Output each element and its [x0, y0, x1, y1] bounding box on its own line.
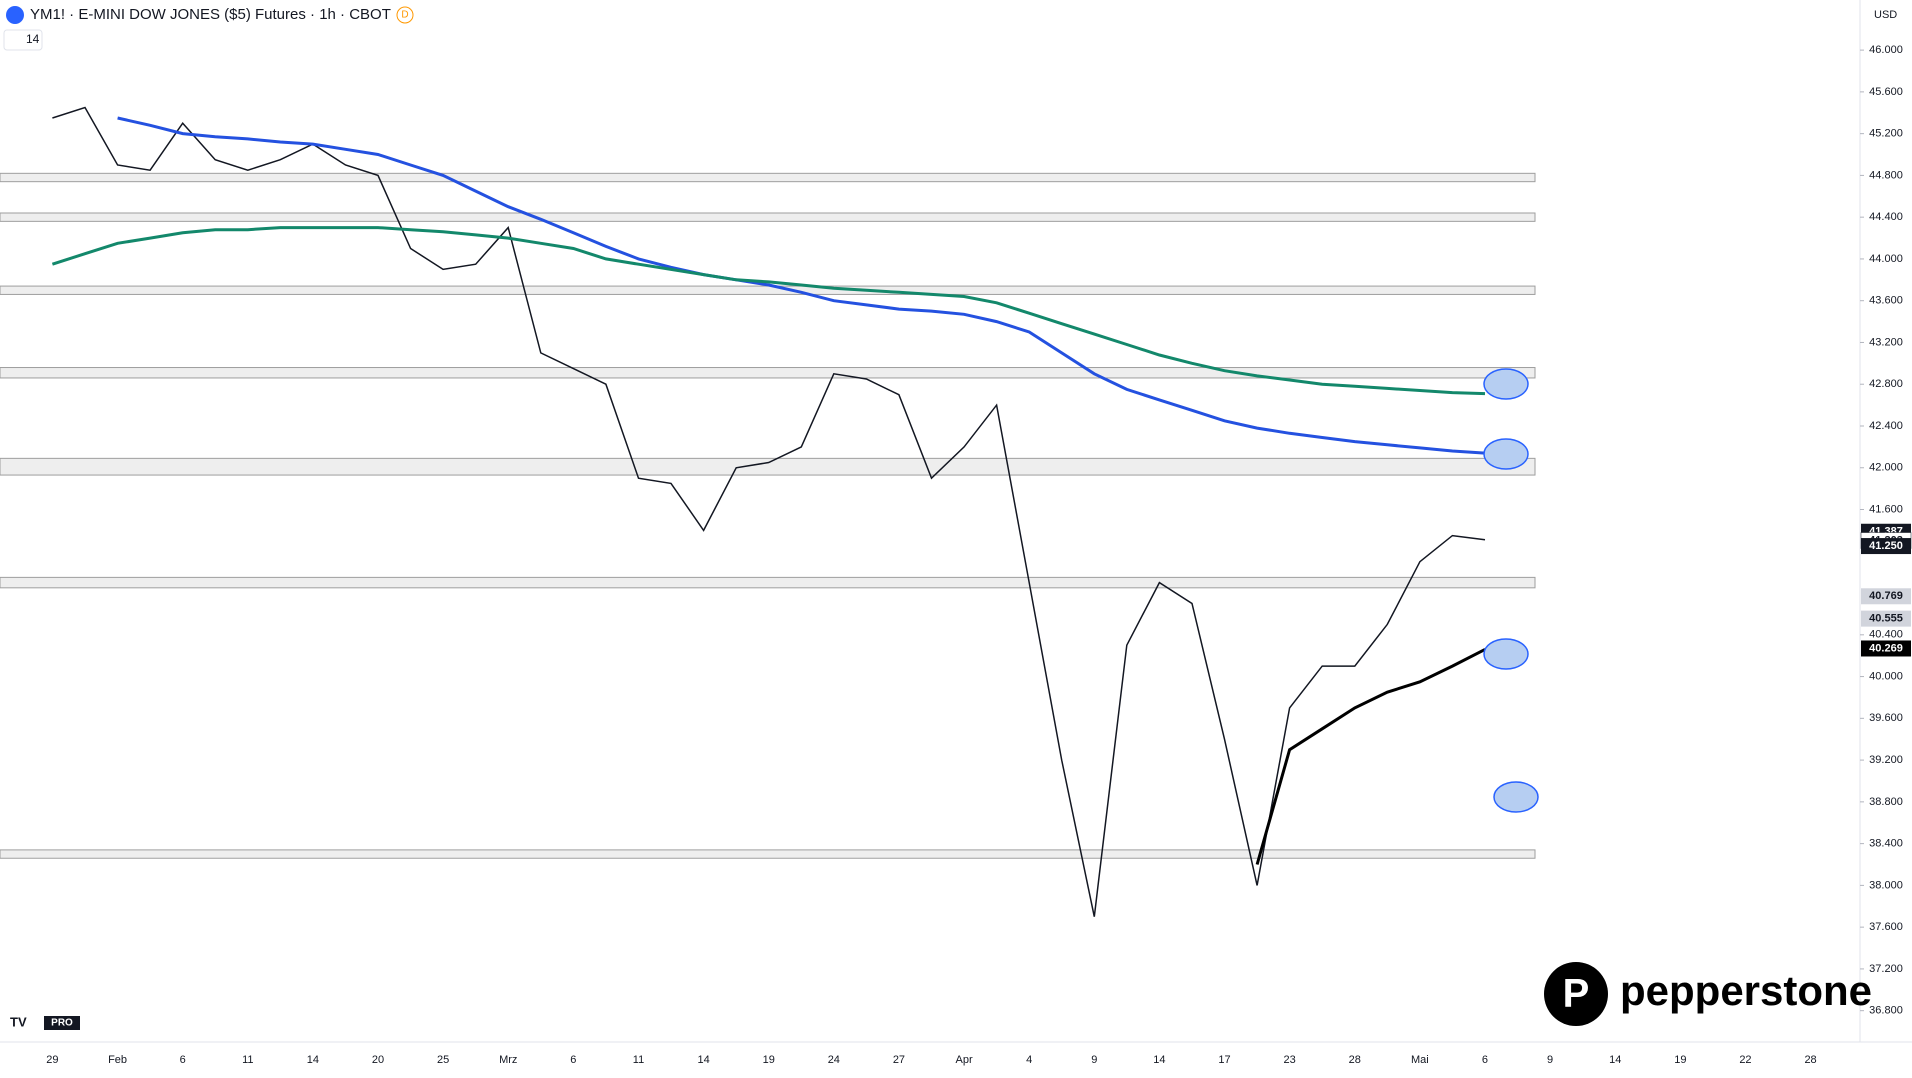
zone [0, 367, 1536, 379]
price-label-box [1861, 640, 1911, 657]
x-tick-label: 17 [1218, 1054, 1230, 1066]
x-tick-label: 6 [570, 1054, 576, 1066]
y-tick-label: 39.200 [1869, 754, 1903, 766]
y-tick-label: 39.600 [1869, 712, 1903, 724]
lines [51, 106, 1486, 917]
y-tick-label: 42.800 [1869, 378, 1903, 390]
annotation-circle [1483, 638, 1529, 670]
tier-box [44, 1016, 80, 1030]
x-tick-label: 9 [1547, 1054, 1553, 1066]
x-tick-label: 14 [1609, 1054, 1621, 1066]
x-tick-label: 14 [307, 1054, 319, 1066]
price-label-box [1861, 588, 1911, 605]
y-tick-label: 45.600 [1869, 86, 1903, 98]
y-tick-label: 42.400 [1869, 420, 1903, 432]
y-tick-label: 43.600 [1869, 295, 1903, 307]
x-tick-label: 19 [1674, 1054, 1686, 1066]
x-tick-label: 6 [180, 1054, 186, 1066]
zones [0, 172, 1536, 859]
y-tick-label: 37.600 [1869, 921, 1903, 933]
y-tick-label: 44.400 [1869, 211, 1903, 223]
annotation-circle [1483, 368, 1529, 400]
y-tick-label: 44.000 [1869, 253, 1903, 265]
price-label-box [1861, 538, 1911, 555]
x-tick-label: Feb [108, 1054, 127, 1066]
price-label-box [1861, 610, 1911, 627]
x-tick-label: 9 [1091, 1054, 1097, 1066]
moving-average [117, 116, 1486, 455]
x-tick-label: 28 [1349, 1054, 1361, 1066]
moving-average [51, 226, 1486, 396]
badge-text: D [401, 10, 408, 21]
indicator-label: 14 [26, 32, 40, 46]
badge [396, 6, 414, 24]
logo-mark [1544, 962, 1608, 1026]
zone [0, 849, 1536, 859]
y-tick-label: 38.000 [1869, 879, 1903, 891]
symbol-icon [6, 6, 24, 24]
x-tick-label: 25 [437, 1054, 449, 1066]
y-tick-label: 38.400 [1869, 838, 1903, 850]
x-tick-label: 14 [697, 1054, 709, 1066]
logo-glyph: P [1563, 972, 1590, 1016]
annotation-circle [1483, 438, 1529, 470]
x-tick-label: 24 [828, 1054, 840, 1066]
y-tick-label: 45.200 [1869, 128, 1903, 140]
zone [0, 285, 1536, 295]
x-tick-label: 19 [763, 1054, 775, 1066]
logo-text: pepperstone [1620, 967, 1872, 1014]
tv-logo: TV [10, 1014, 27, 1029]
x-tick-label: 29 [46, 1054, 58, 1066]
y-tick-label: 40.400 [1869, 629, 1903, 641]
y-tick-label: 40.000 [1869, 670, 1903, 682]
y-tick-label: 38.800 [1869, 796, 1903, 808]
x-tick-label: 11 [633, 1054, 644, 1066]
y-tick-label: 42.000 [1869, 462, 1903, 474]
indicator-box[interactable] [3, 29, 43, 51]
x-tick-label: 28 [1804, 1054, 1816, 1066]
zone [0, 576, 1536, 589]
y-tick-label: 41.600 [1869, 503, 1903, 515]
annotation-circle [1493, 781, 1539, 813]
x-tick-label: 22 [1739, 1054, 1751, 1066]
x-tick-label: 11 [242, 1054, 253, 1066]
x-tick-label: Mai [1411, 1054, 1429, 1066]
zone [0, 172, 1536, 183]
currency[interactable]: USD [1874, 9, 1897, 21]
y-tick-label: 43.200 [1869, 336, 1903, 348]
zone [0, 212, 1536, 222]
x-tick-label: 4 [1026, 1054, 1032, 1066]
price-label: 40.769 [1869, 590, 1903, 602]
axes: 36.800 37.200 37.600 38.000 38.400 38.800 39.2… [46, 44, 1912, 1066]
x-tick-label: 23 [1284, 1054, 1296, 1066]
chart-title[interactable]: YM1! · E-MINI DOW JONES ($5) Futures · 1… [30, 6, 391, 23]
x-tick-label: 14 [1153, 1054, 1165, 1066]
x-tick-label: 6 [1482, 1054, 1488, 1066]
x-tick-label: Mrz [499, 1054, 517, 1066]
x-tick-label: 20 [372, 1054, 384, 1066]
tier-label: PRO [51, 1018, 73, 1029]
price-label: 41.250 [1869, 540, 1903, 552]
price-line [52, 106, 1486, 917]
price-label: 40.555 [1869, 613, 1903, 625]
x-tick-label: Apr [955, 1054, 972, 1066]
y-tick-label: 37.200 [1869, 963, 1903, 975]
price-label: 40.269 [1869, 642, 1903, 654]
y-tick-label: 36.800 [1869, 1005, 1903, 1017]
moving-average [1255, 648, 1486, 865]
x-tick-label: 27 [893, 1054, 905, 1066]
zone [0, 457, 1536, 476]
y-tick-label: 44.800 [1869, 169, 1903, 181]
y-tick-label: 46.000 [1869, 44, 1903, 56]
